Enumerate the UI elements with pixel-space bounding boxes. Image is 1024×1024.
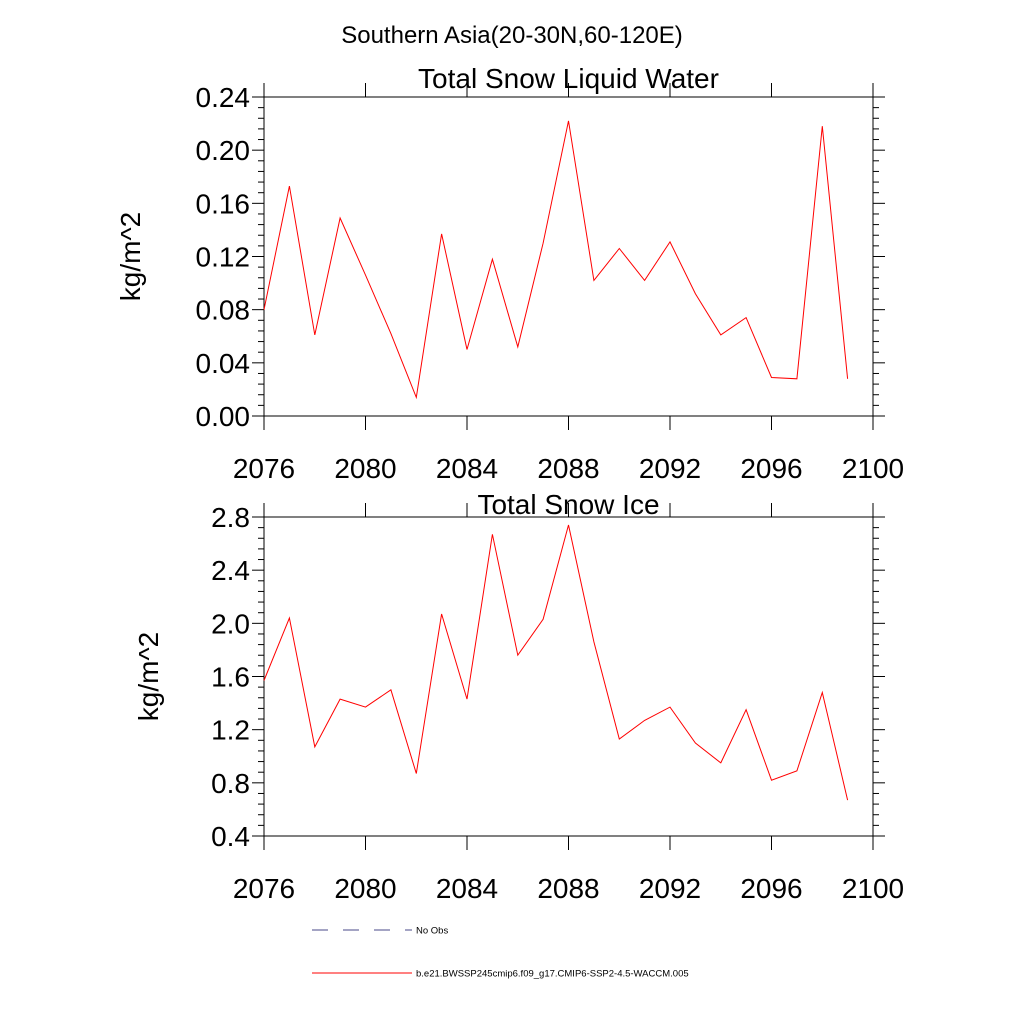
legend-label-1: No Obs [416, 926, 448, 937]
y-tick-label: 0.08 [196, 295, 251, 326]
x-tick-label: 2092 [639, 453, 701, 484]
x-tick-label: 2076 [233, 453, 295, 484]
x-tick-label: 2084 [436, 453, 498, 484]
x-tick-label: 2096 [740, 873, 802, 904]
x-tick-label: 2076 [233, 873, 295, 904]
y-tick-label: 0.04 [196, 348, 251, 379]
x-tick-label: 2096 [740, 453, 802, 484]
y-tick-label: 1.2 [211, 715, 250, 746]
x-tick-label: 2088 [537, 873, 599, 904]
y-tick-label: 0.4 [211, 821, 250, 852]
x-tick-label: 2080 [334, 873, 396, 904]
legend: No Obs b.e21.BWSSP245cmip6.f09_g17.CMIP6-… [312, 926, 689, 980]
y-tick-label: 1.6 [211, 662, 250, 693]
x-tick-label: 2100 [842, 873, 904, 904]
y-tick-label: 0.12 [196, 242, 251, 273]
y-tick-label: 2.4 [211, 555, 250, 586]
x-tick-label: 2080 [334, 453, 396, 484]
series-line-1 [263, 524, 849, 801]
y-tick-label: 0.16 [196, 188, 251, 219]
plot-frame [263, 516, 874, 837]
legend-label-2: b.e21.BWSSP245cmip6.f09_g17.CMIP6-SSP2-4… [416, 969, 689, 980]
x-tick-label: 2084 [436, 873, 498, 904]
x-tick-label: 2088 [537, 453, 599, 484]
series-line-1 [263, 120, 849, 400]
y-tick-label: 0.8 [211, 768, 250, 799]
y-axis-label: kg/m^2 [133, 632, 164, 721]
y-tick-label: 2.0 [211, 608, 250, 639]
figure-suptitle: Southern Asia(20-30N,60-120E) [341, 22, 683, 49]
y-tick-label: 2.8 [211, 502, 250, 533]
y-tick-label: 0.24 [196, 82, 251, 113]
x-tick-label: 2092 [639, 873, 701, 904]
plot-frame [263, 96, 874, 417]
y-tick-label: 0.20 [196, 135, 251, 166]
x-tick-label: 2100 [842, 453, 904, 484]
y-tick-label: 0.00 [196, 401, 251, 432]
y-axis-label: kg/m^2 [115, 212, 146, 301]
